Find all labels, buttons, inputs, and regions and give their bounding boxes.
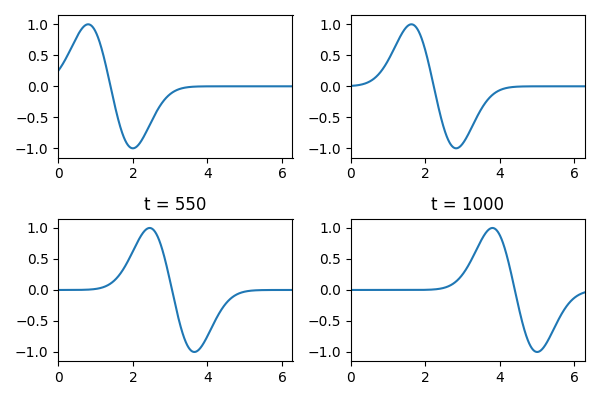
Title: t = 550: t = 550 <box>144 196 206 214</box>
Title: t = 1000: t = 1000 <box>431 196 505 214</box>
